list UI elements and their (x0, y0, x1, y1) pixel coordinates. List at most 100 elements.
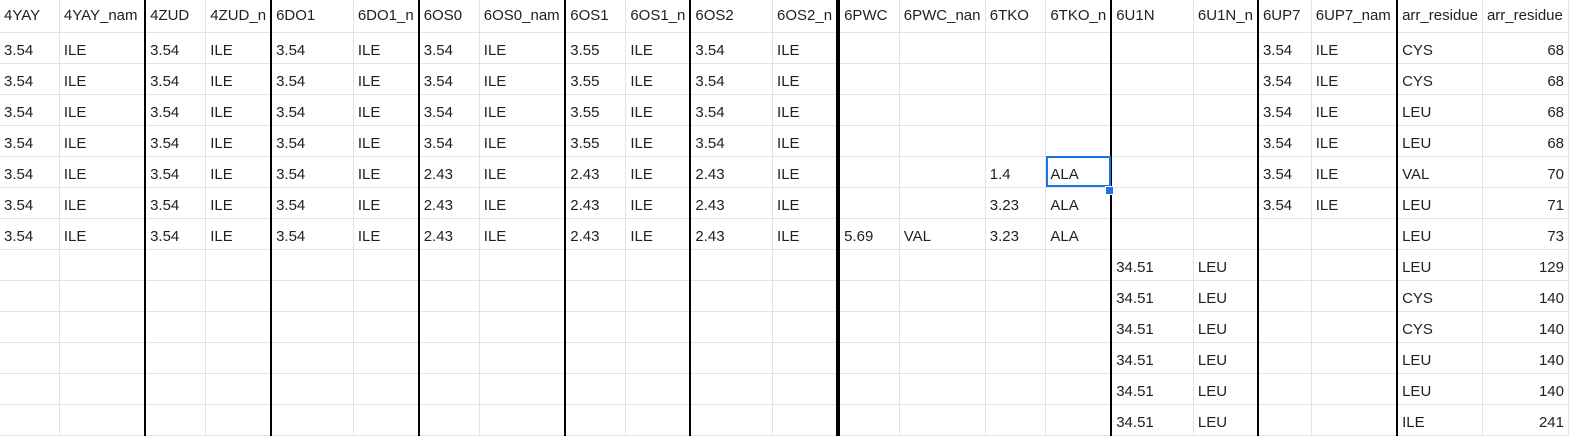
grid-cell[interactable]: 3.54 (271, 125, 354, 157)
grid-cell[interactable]: ILE (353, 63, 420, 95)
grid-cell[interactable]: 3.54 (271, 156, 354, 188)
grid-cell[interactable] (625, 280, 692, 312)
grid-cell[interactable] (1311, 249, 1399, 281)
grid-cell[interactable] (1311, 373, 1399, 405)
grid-cell[interactable]: ILE (625, 63, 692, 95)
grid-cell[interactable] (1193, 218, 1259, 250)
grid-cell[interactable] (0, 342, 60, 374)
grid-cell[interactable]: 3.54 (0, 156, 60, 188)
grid-cell[interactable]: LEU (1193, 280, 1259, 312)
grid-cell[interactable] (59, 280, 147, 312)
grid-cell[interactable]: ILE (59, 63, 147, 95)
grid-cell[interactable]: 5.69 (838, 218, 900, 250)
grid-cell[interactable]: ILE (59, 32, 147, 64)
grid-cell[interactable]: ALA (1045, 187, 1113, 219)
grid-cell[interactable] (985, 125, 1047, 157)
grid-cell[interactable] (899, 342, 986, 374)
grid-cell[interactable]: CYS (1397, 63, 1483, 95)
grid-cell[interactable]: 3.54 (690, 94, 774, 126)
grid-cell[interactable] (353, 342, 420, 374)
grid-cell[interactable]: ALA (1045, 218, 1113, 250)
grid-cell[interactable] (1193, 156, 1259, 188)
grid-cell[interactable]: LEU (1397, 342, 1483, 374)
grid-cell[interactable]: ILE (1311, 63, 1399, 95)
grid-cell[interactable]: ILE (205, 125, 273, 157)
grid-cell[interactable]: 3.54 (1257, 63, 1312, 95)
grid-cell[interactable] (1045, 125, 1113, 157)
grid-cell[interactable]: ILE (479, 32, 567, 64)
grid-cell[interactable] (1311, 311, 1399, 343)
grid-cell[interactable]: 2.43 (418, 218, 480, 250)
grid-cell[interactable] (1257, 249, 1312, 281)
grid-cell[interactable]: ILE (479, 187, 567, 219)
grid-cell[interactable] (0, 373, 60, 405)
grid-cell[interactable] (1193, 63, 1259, 95)
column-header-cell[interactable]: 6UP7 (1257, 0, 1312, 33)
grid-cell[interactable]: 3.54 (690, 63, 774, 95)
grid-cell[interactable]: 3.55 (565, 94, 627, 126)
grid-cell[interactable]: 3.54 (145, 125, 207, 157)
grid-cell[interactable]: 34.51 (1111, 342, 1194, 374)
grid-cell[interactable]: 3.54 (690, 125, 774, 157)
grid-cell[interactable] (1111, 32, 1194, 64)
column-header-cell[interactable]: 4ZUD (145, 0, 207, 33)
grid-cell[interactable] (899, 125, 986, 157)
grid-cell[interactable] (838, 311, 900, 343)
grid-cell[interactable] (565, 311, 627, 343)
grid-cell[interactable]: ILE (353, 218, 420, 250)
grid-cell[interactable]: LEU (1397, 187, 1483, 219)
grid-cell[interactable]: 3.54 (271, 187, 354, 219)
grid-cell[interactable]: ILE (479, 94, 567, 126)
column-header-cell[interactable]: 6U1N_n (1193, 0, 1259, 33)
grid-cell[interactable]: ILE (1311, 32, 1399, 64)
grid-cell[interactable]: 3.54 (1257, 94, 1312, 126)
grid-cell[interactable]: 34.51 (1111, 280, 1194, 312)
grid-cell[interactable] (1257, 404, 1312, 436)
grid-cell[interactable]: ILE (772, 94, 841, 126)
grid-cell[interactable]: 3.54 (418, 63, 480, 95)
column-header-cell[interactable]: 6PWC (838, 0, 900, 33)
grid-cell[interactable]: 3.54 (0, 218, 60, 250)
grid-cell[interactable]: ILE (353, 156, 420, 188)
grid-cell[interactable] (772, 280, 841, 312)
grid-cell[interactable]: ILE (479, 156, 567, 188)
grid-cell[interactable] (625, 373, 692, 405)
grid-cell[interactable] (772, 404, 841, 436)
grid-cell[interactable]: ILE (1397, 404, 1483, 436)
grid-cell[interactable] (690, 373, 774, 405)
grid-cell[interactable]: LEU (1397, 218, 1483, 250)
grid-cell[interactable]: 3.54 (271, 218, 354, 250)
grid-cell[interactable]: 3.54 (0, 32, 60, 64)
grid-cell[interactable]: LEU (1397, 94, 1483, 126)
grid-cell[interactable] (985, 32, 1047, 64)
grid-cell[interactable]: 2.43 (418, 187, 480, 219)
grid-cell[interactable] (772, 249, 841, 281)
grid-cell[interactable] (0, 280, 60, 312)
grid-cell[interactable] (145, 280, 207, 312)
grid-cell[interactable] (1193, 32, 1259, 64)
grid-cell[interactable]: 241 (1482, 404, 1569, 436)
column-header-cell[interactable]: 4ZUD_n (205, 0, 273, 33)
grid-cell[interactable] (59, 404, 147, 436)
grid-cell[interactable] (838, 280, 900, 312)
grid-cell[interactable]: 34.51 (1111, 311, 1194, 343)
grid-cell[interactable]: ILE (772, 125, 841, 157)
grid-cell[interactable]: LEU (1397, 373, 1483, 405)
grid-cell[interactable]: 2.43 (418, 156, 480, 188)
grid-cell[interactable]: ILE (59, 218, 147, 250)
grid-cell[interactable]: 140 (1482, 342, 1569, 374)
grid-cell[interactable] (145, 373, 207, 405)
grid-cell[interactable]: LEU (1193, 249, 1259, 281)
grid-cell[interactable] (985, 373, 1047, 405)
grid-cell[interactable]: ILE (59, 94, 147, 126)
grid-cell[interactable] (205, 280, 273, 312)
grid-cell[interactable] (353, 373, 420, 405)
grid-cell[interactable] (690, 249, 774, 281)
grid-cell[interactable]: 129 (1482, 249, 1569, 281)
grid-cell[interactable]: ILE (625, 32, 692, 64)
grid-cell[interactable]: ILE (205, 187, 273, 219)
column-header-cell[interactable]: 6DO1 (271, 0, 354, 33)
grid-cell[interactable] (1045, 342, 1113, 374)
grid-cell[interactable]: 140 (1482, 311, 1569, 343)
grid-cell[interactable]: ILE (205, 218, 273, 250)
